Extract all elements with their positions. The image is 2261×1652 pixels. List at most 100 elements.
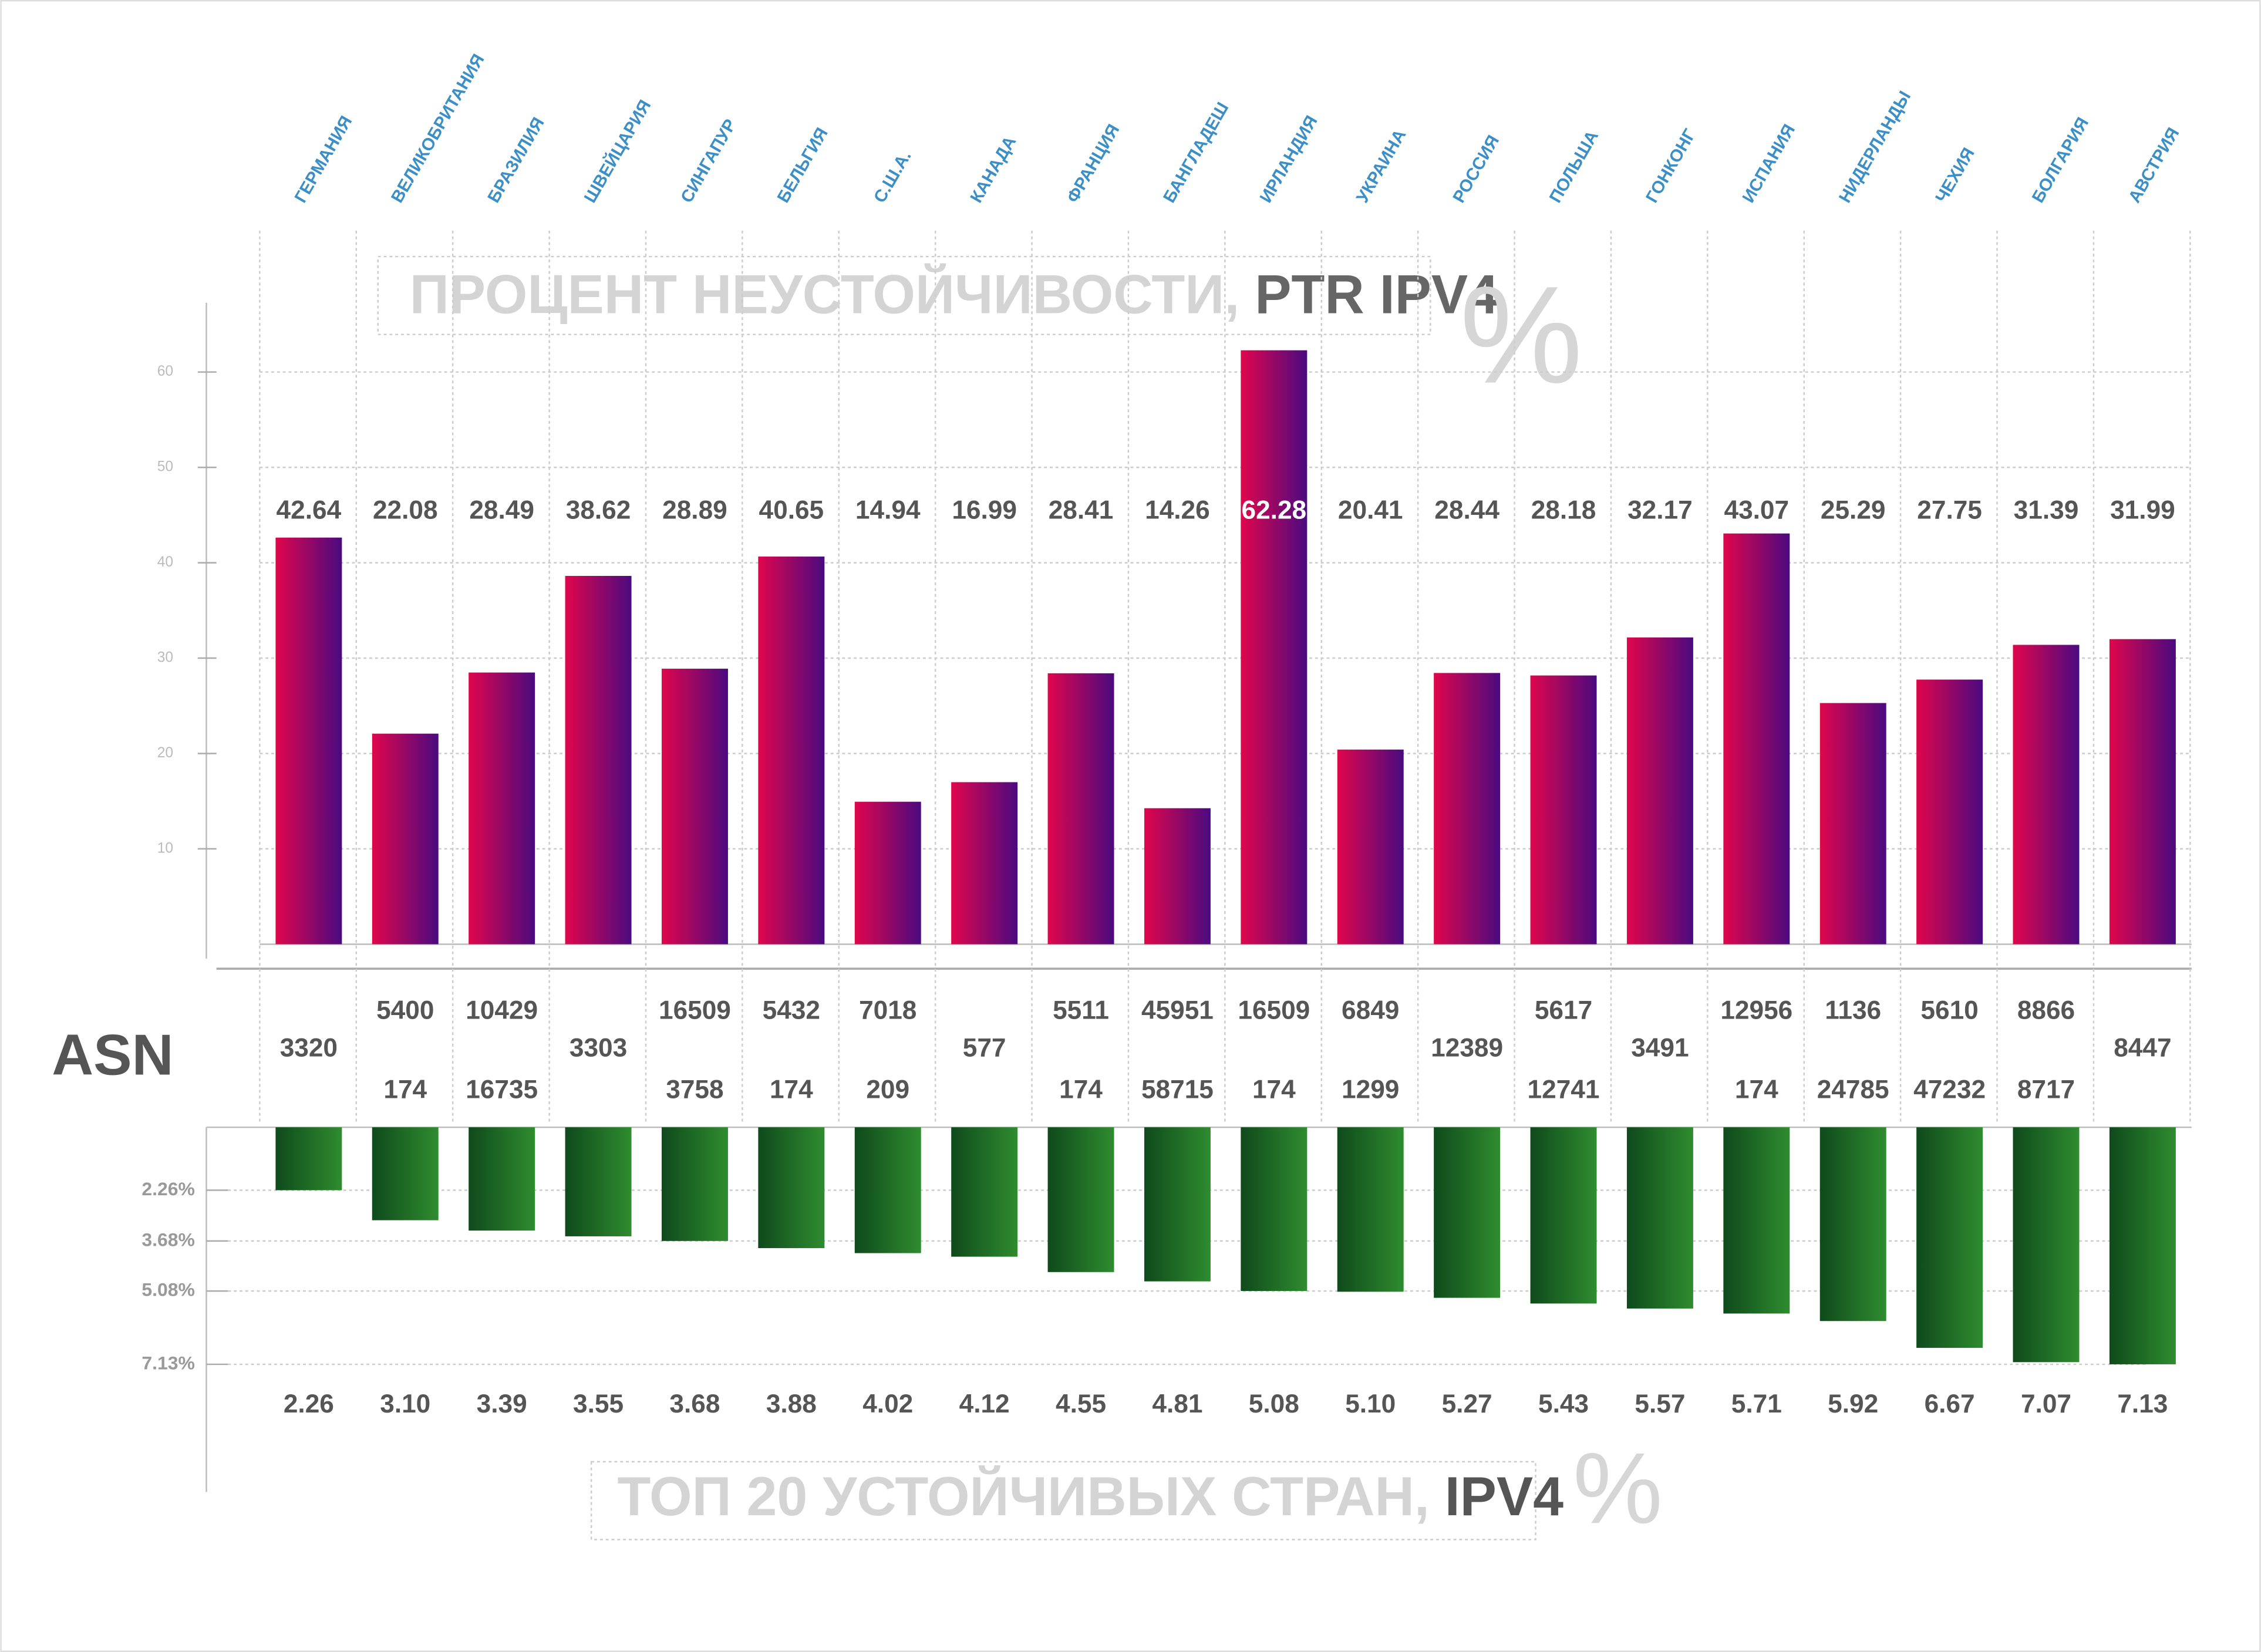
unit-symbol: % xyxy=(1573,1432,1663,1545)
bar xyxy=(758,557,825,945)
bar xyxy=(661,669,728,945)
bar xyxy=(1241,350,1308,945)
asn-value: 7018 xyxy=(859,996,916,1024)
asn-value: 16735 xyxy=(466,1075,538,1104)
asn-value: 12956 xyxy=(1720,996,1792,1024)
asn-value: 24785 xyxy=(1817,1075,1889,1104)
value-label: 5.10 xyxy=(1345,1390,1396,1418)
asn-value: 577 xyxy=(963,1033,1006,1062)
value-label: 4.12 xyxy=(959,1390,1010,1418)
asn-value: 5610 xyxy=(1920,996,1978,1024)
unit-symbol: % xyxy=(1460,258,1583,412)
bar xyxy=(1916,679,1983,945)
y-tick-label: 50 xyxy=(157,459,173,475)
bar xyxy=(372,1127,439,1221)
value-label: 5.08 xyxy=(1249,1390,1299,1418)
bar xyxy=(1819,703,1886,945)
value-label: 20.41 xyxy=(1338,495,1403,524)
bar xyxy=(1047,673,1114,945)
bar xyxy=(1241,1127,1308,1292)
value-label: 38.62 xyxy=(566,495,631,524)
asn-value: 3491 xyxy=(1631,1033,1689,1062)
bar xyxy=(951,782,1018,945)
asn-value: 3303 xyxy=(570,1033,627,1062)
bar xyxy=(1434,1127,1501,1298)
value-label: 31.39 xyxy=(2014,495,2079,524)
bar xyxy=(1144,808,1211,945)
bar xyxy=(1819,1127,1886,1321)
asn-value: 8717 xyxy=(2017,1075,2075,1104)
value-label: 4.81 xyxy=(1152,1390,1202,1418)
asn-value: 209 xyxy=(866,1075,909,1104)
title-part: IPV4 xyxy=(1445,1466,1564,1527)
bar xyxy=(661,1127,728,1241)
value-label: 4.55 xyxy=(1056,1390,1106,1418)
asn-value: 1299 xyxy=(1342,1075,1399,1104)
value-label: 16.99 xyxy=(952,495,1017,524)
bar xyxy=(1723,533,1790,945)
bar xyxy=(2013,1127,2080,1363)
bar xyxy=(1337,749,1404,945)
value-label: 31.99 xyxy=(2110,495,2175,524)
bar xyxy=(2013,645,2080,945)
bar xyxy=(565,1127,632,1236)
asn-value: 47232 xyxy=(1913,1075,1986,1104)
bar xyxy=(1337,1127,1404,1292)
value-label: 3.55 xyxy=(573,1390,624,1418)
bar xyxy=(2109,639,2176,945)
value-label: 4.02 xyxy=(862,1390,913,1418)
value-label: 6.67 xyxy=(1925,1390,1975,1418)
y-tick-label: 20 xyxy=(157,745,173,761)
y-tick-label: 5.08% xyxy=(141,1279,194,1300)
bar xyxy=(565,576,632,945)
asn-value: 12389 xyxy=(1431,1033,1503,1062)
asn-value: 10429 xyxy=(466,996,538,1024)
bar xyxy=(1144,1127,1211,1282)
bar xyxy=(1626,1127,1693,1309)
value-label: 28.49 xyxy=(469,495,534,524)
asn-value: 174 xyxy=(1252,1075,1296,1104)
value-label: 7.13 xyxy=(2117,1390,2168,1418)
asn-value: 3320 xyxy=(280,1033,338,1062)
title-part: ПРОЦЕНТ НЕУСТОЙЧИВОСТИ, xyxy=(410,264,1240,325)
y-tick-label: 7.13% xyxy=(141,1352,194,1373)
asn-value: 5400 xyxy=(376,996,434,1024)
value-label: 32.17 xyxy=(1627,495,1693,524)
bar xyxy=(1530,1127,1597,1304)
value-label: 28.41 xyxy=(1049,495,1114,524)
value-label: 40.65 xyxy=(759,495,824,524)
value-label: 27.75 xyxy=(1917,495,1982,524)
asn-value: 58715 xyxy=(1141,1075,1214,1104)
value-label: 43.07 xyxy=(1724,495,1790,524)
bar xyxy=(1530,675,1597,945)
title-part: ТОП 20 УСТОЙЧИВЫХ СТРАН, xyxy=(617,1466,1430,1527)
title-box xyxy=(377,255,1431,335)
bar xyxy=(951,1127,1018,1257)
asn-value: 12741 xyxy=(1528,1075,1600,1104)
asn-value: 45951 xyxy=(1141,996,1214,1024)
bar xyxy=(1434,673,1501,945)
value-label: 3.39 xyxy=(477,1390,527,1418)
value-label: 2.26 xyxy=(284,1390,334,1418)
asn-value: 5617 xyxy=(1535,996,1592,1024)
asn-value: 174 xyxy=(770,1075,813,1104)
bar xyxy=(758,1127,825,1249)
chart-title: ТОП 20 УСТОЙЧИВЫХ СТРАН, IPV4 xyxy=(617,1466,1564,1527)
asn-value: 5511 xyxy=(1053,996,1109,1024)
y-tick-label: 10 xyxy=(157,840,173,856)
value-label: 28.18 xyxy=(1531,495,1596,524)
value-label: 5.27 xyxy=(1442,1390,1492,1418)
asn-value: 8447 xyxy=(2114,1033,2171,1062)
title-box xyxy=(590,1461,1536,1540)
value-label: 5.92 xyxy=(1828,1390,1878,1418)
bar xyxy=(854,801,921,945)
asn-value: 6849 xyxy=(1342,996,1399,1024)
asn-value: 5432 xyxy=(763,996,820,1024)
value-label: 14.94 xyxy=(855,495,921,524)
value-label: 5.43 xyxy=(1538,1390,1589,1418)
bar xyxy=(469,672,535,945)
asn-value: 174 xyxy=(383,1075,427,1104)
asn-value: 16509 xyxy=(659,996,731,1024)
asn-value: 3758 xyxy=(666,1075,723,1104)
